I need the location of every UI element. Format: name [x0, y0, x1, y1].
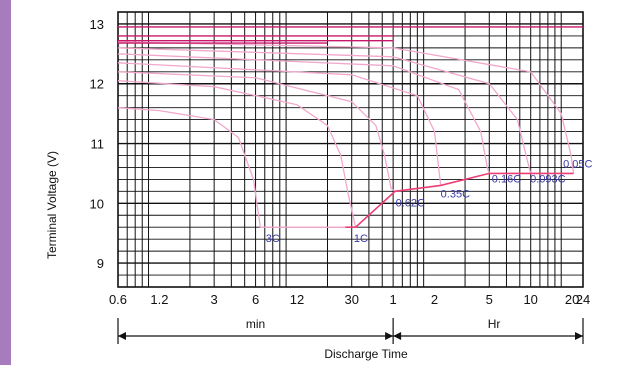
curve-0_05C [117, 41, 575, 174]
curve-0_16C [117, 53, 490, 174]
x-tick-label: 24 [576, 292, 590, 307]
x-tick-label: 5 [486, 292, 493, 307]
x-axis-label: Discharge Time [324, 347, 408, 361]
x-tick-label: 0.6 [109, 292, 127, 307]
curve-3C [117, 107, 346, 228]
curve-1C [117, 80, 357, 228]
y-axis-label: Terminal Voltage (V) [45, 151, 59, 259]
curve-label: 0.62C [396, 197, 425, 209]
y-tick-label: 10 [90, 196, 104, 211]
x-tick-label: 3 [211, 292, 218, 307]
curve-0_093C [117, 47, 532, 174]
bracket-arrow [393, 332, 402, 340]
curve-0_62C [117, 71, 396, 192]
curve-label: 0.05C [563, 158, 592, 170]
x-tick-label: 30 [344, 292, 358, 307]
x-tick-label: 20 [565, 292, 579, 307]
y-tick-label: 11 [91, 137, 105, 152]
x-tick-label: 12 [290, 292, 304, 307]
y-tick-label: 12 [90, 77, 104, 92]
y-tick-label: 13 [90, 17, 104, 32]
grid [117, 11, 584, 288]
sidebar-accent [0, 0, 11, 365]
x-tick-label: 1.2 [150, 292, 168, 307]
curve-label: 0.35C [441, 188, 470, 200]
curves [117, 26, 583, 228]
end-voltage-line [345, 172, 574, 228]
curve-0_35C [117, 62, 442, 186]
x-tick-label: 6 [252, 292, 259, 307]
bracket-arrow [118, 332, 126, 340]
x-tick-label: 1 [390, 292, 397, 307]
bracket-arrow [575, 332, 583, 340]
unit-min-label: min [246, 317, 265, 331]
y-tick-label: 9 [97, 256, 104, 271]
curve-labels: 3C 1C 0.62C 0.35C 0.16C 0.093C 0.05C [266, 158, 593, 245]
time-scale-brackets: min Hr [117, 317, 584, 344]
bracket-arrow [385, 332, 394, 340]
curve-label: 0.093C [530, 173, 566, 185]
curve-label: 0.16C [492, 173, 521, 185]
curve-label: 1C [354, 233, 368, 245]
x-tick-label: 2 [431, 292, 438, 307]
plot-frame [117, 11, 584, 288]
curve-label: 3C [266, 233, 280, 245]
x-tick-label: 10 [523, 292, 537, 307]
unit-hr-label: Hr [488, 317, 501, 331]
